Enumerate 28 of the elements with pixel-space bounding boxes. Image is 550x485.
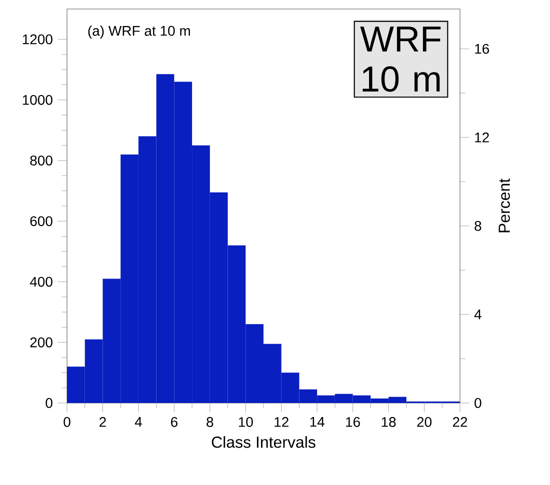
y-tick-label: 200 [30,337,52,348]
x-tick-label: 12 [274,417,288,427]
y-tick-label: 0 [46,398,52,408]
x-tick-label: 8 [206,417,214,427]
y-tick-label: 600 [30,216,52,226]
y-tick-label: 800 [30,156,52,166]
annotation: WRF 10 m [360,26,441,92]
y-tick-label: 1200 [22,34,52,44]
y2-tick-label: 0 [474,398,482,408]
x-axis-title: Class Intervals [212,436,316,448]
text: (a) WRF at 10 m [88,26,190,39]
x-tick-label: 16 [346,417,360,427]
y-tick-label: 1000 [22,94,52,105]
x-tick-label: 2 [100,417,106,427]
y-tick-label: 400 [30,276,52,287]
y2-tick-label: 12 [475,132,489,142]
y2-tick-label: 4 [474,310,482,320]
x-tick-label: 14 [310,417,324,427]
x-tick-label: 18 [382,417,396,427]
y2-tick-label: 16 [475,44,489,54]
y2-tick-label: 8 [474,220,482,231]
x-tick-label: 4 [134,417,142,427]
x-tick-label: 20 [417,417,432,427]
x-tick-label: 0 [64,417,70,427]
x-tick-label: 22 [452,417,468,427]
x-tick-label: 10 [238,417,253,427]
y2-axis-title: Percent [498,178,510,232]
x-tick-label: 6 [171,417,178,427]
